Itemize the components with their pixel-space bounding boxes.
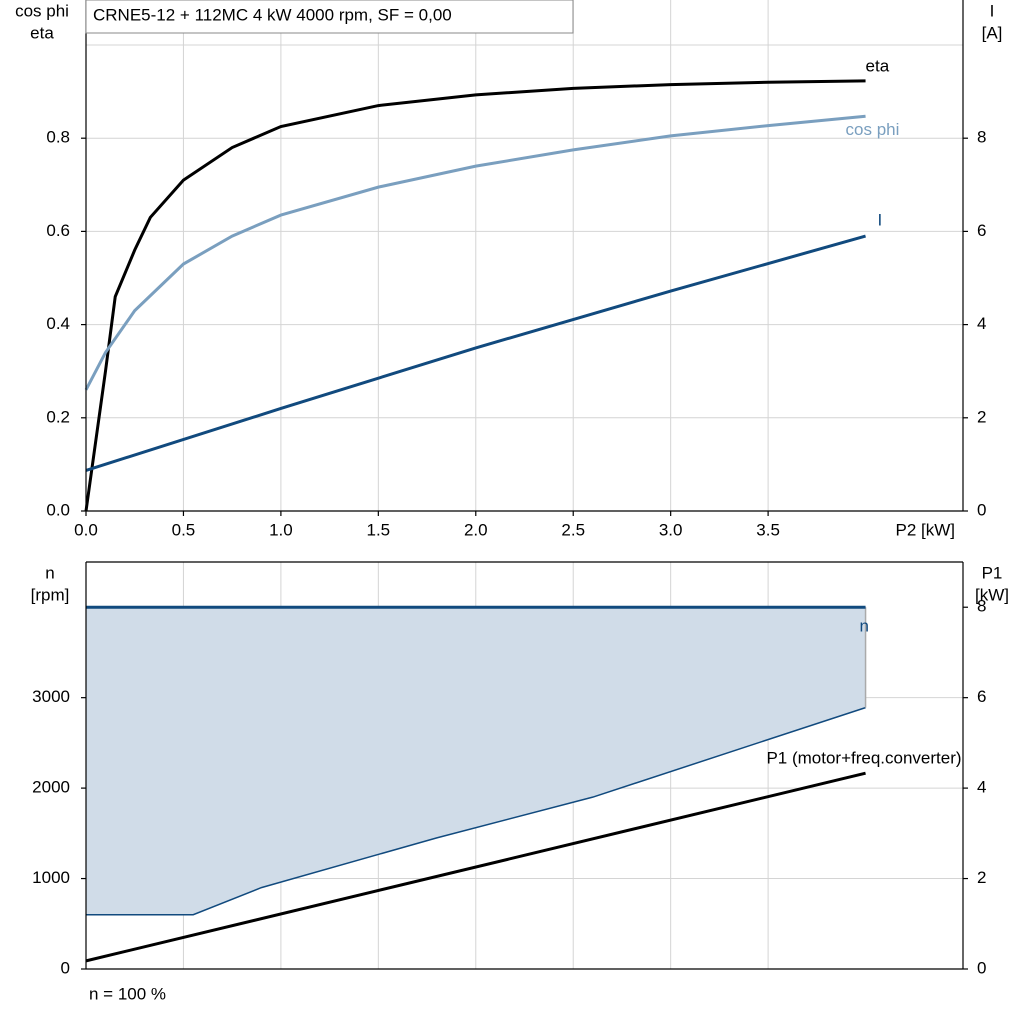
y2-tick-label: 8 xyxy=(977,128,986,147)
chart-title: CRNE5-12 + 112MC 4 kW 4000 rpm, SF = 0,0… xyxy=(93,5,452,24)
y-tick-label: 0.4 xyxy=(46,314,70,333)
series-label: n xyxy=(860,617,869,636)
x-tick-label: 2.5 xyxy=(561,520,585,539)
y2-tick-label: 4 xyxy=(977,314,986,333)
x-tick-label: 2.0 xyxy=(464,520,488,539)
x-tick-label: 3.5 xyxy=(756,520,780,539)
y-tick-label: 0.2 xyxy=(46,407,70,426)
x-axis-label: P2 [kW] xyxy=(895,520,955,539)
y2-tick-label: 4 xyxy=(977,778,986,797)
y2-axis-label: I xyxy=(990,1,995,20)
y2-axis-label: P1 xyxy=(982,563,1003,582)
y-tick-label: 0 xyxy=(61,958,70,977)
x-tick-label: 1.0 xyxy=(269,520,293,539)
y2-tick-label: 6 xyxy=(977,221,986,240)
series-label: cos phi xyxy=(846,120,900,139)
y-axis-label: eta xyxy=(30,23,54,42)
y2-tick-label: 0 xyxy=(977,958,986,977)
y2-tick-label: 6 xyxy=(977,687,986,706)
x-tick-label: 0.5 xyxy=(172,520,196,539)
y-tick-label: 0.0 xyxy=(46,500,70,519)
footnote: n = 100 % xyxy=(89,984,166,1003)
x-tick-label: 3.0 xyxy=(659,520,683,539)
y2-tick-label: 8 xyxy=(977,597,986,616)
series-label: P1 (motor+freq.converter) xyxy=(766,749,961,768)
x-tick-label: 0.0 xyxy=(74,520,98,539)
y2-tick-label: 0 xyxy=(977,500,986,519)
y2-tick-label: 2 xyxy=(977,868,986,887)
y-tick-label: 1000 xyxy=(32,868,70,887)
y-axis-label: [rpm] xyxy=(31,585,70,604)
range-area xyxy=(86,607,866,915)
series-label: eta xyxy=(866,56,890,75)
series-line xyxy=(84,114,866,391)
y2-tick-label: 2 xyxy=(977,407,986,426)
y2-axis-label: [kW] xyxy=(975,585,1009,604)
series-line xyxy=(84,79,866,512)
y-tick-label: 2000 xyxy=(32,778,70,797)
y-tick-label: 0.6 xyxy=(46,221,70,240)
y-tick-label: 3000 xyxy=(32,687,70,706)
title-box xyxy=(85,0,574,34)
x-tick-label: 1.5 xyxy=(367,520,391,539)
y-axis-label: cos phi xyxy=(15,1,69,20)
series-line xyxy=(85,234,866,472)
y2-axis-label: [A] xyxy=(982,23,1003,42)
lower-line xyxy=(86,706,866,916)
y-tick-label: 0.8 xyxy=(46,128,70,147)
y-axis-label: n xyxy=(45,563,54,582)
series-label: I xyxy=(878,211,883,230)
series-line xyxy=(85,771,866,963)
